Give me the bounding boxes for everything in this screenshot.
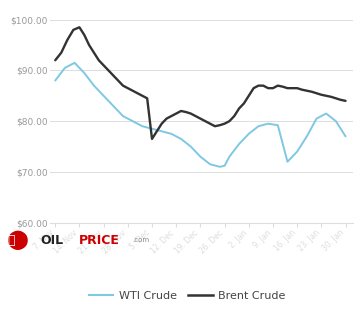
Text: ● OILPRICE.com: ● OILPRICE.com [53,207,116,216]
Text: 🔥: 🔥 [7,234,15,246]
Text: ⬤: ⬤ [7,231,29,250]
Legend: WTI Crude, Brent Crude: WTI Crude, Brent Crude [85,286,290,305]
Text: OIL: OIL [40,234,63,246]
Text: .com: .com [132,237,150,243]
Text: PRICE: PRICE [79,234,120,246]
